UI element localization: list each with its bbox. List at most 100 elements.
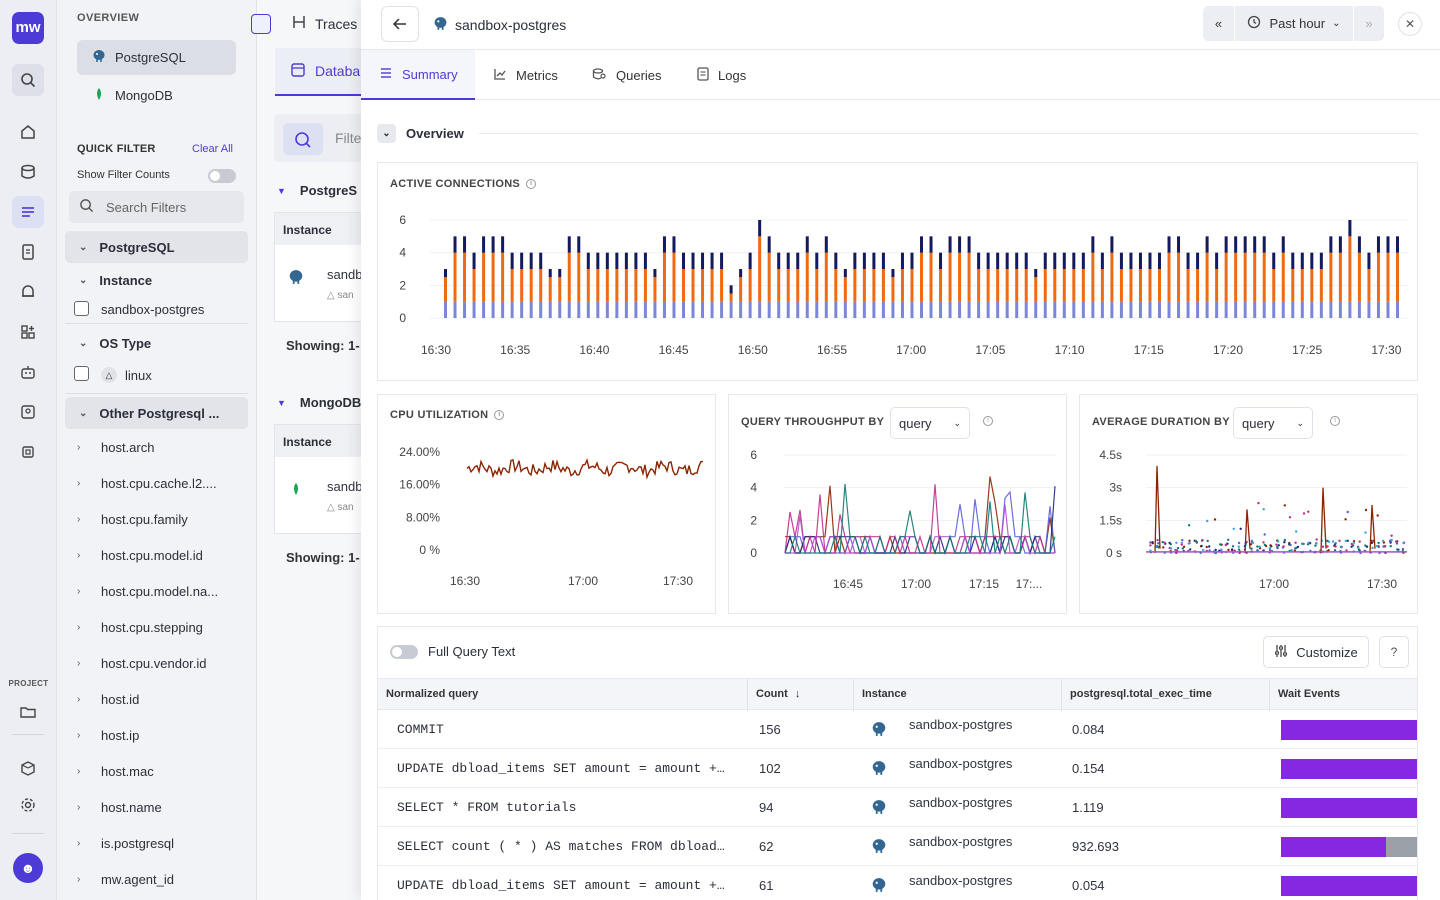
column-wait-events[interactable]: Wait Events bbox=[1278, 688, 1340, 700]
info-icon[interactable]: i bbox=[494, 410, 505, 421]
package-add-icon[interactable] bbox=[12, 753, 44, 785]
customize-button[interactable]: Customize bbox=[1263, 636, 1369, 668]
postgres-section-toggle[interactable]: ▼ PostgreS bbox=[277, 183, 357, 198]
search-icon[interactable] bbox=[12, 64, 44, 96]
os-checkbox[interactable] bbox=[74, 366, 89, 381]
attr-item[interactable]: › is.postgresql bbox=[77, 836, 174, 851]
info-icon[interactable]: i bbox=[983, 416, 993, 426]
attr-item[interactable]: › host.name bbox=[77, 800, 162, 815]
table-row[interactable]: COMMIT 156 sandbox-postgres 0.084 bbox=[378, 710, 1417, 749]
user-avatar[interactable]: ☻ bbox=[13, 853, 43, 883]
attr-item[interactable]: › host.ip bbox=[77, 728, 139, 743]
home-icon[interactable] bbox=[12, 116, 44, 148]
attr-item[interactable]: › mw.agent_id bbox=[77, 872, 174, 887]
synthetic-icon[interactable] bbox=[12, 396, 44, 428]
alert-icon[interactable] bbox=[12, 276, 44, 308]
tab-queries[interactable]: Queries bbox=[592, 50, 662, 100]
robot-icon[interactable] bbox=[12, 356, 44, 388]
mongodb-section-toggle[interactable]: ▼ MongoDB bbox=[277, 395, 361, 410]
attr-item[interactable]: › host.cpu.cache.l2.... bbox=[77, 476, 217, 491]
filter-input[interactable]: Filte bbox=[335, 130, 362, 146]
chip-icon[interactable] bbox=[12, 436, 44, 468]
clear-all-link[interactable]: Clear All bbox=[192, 143, 233, 155]
query-builder-icon[interactable] bbox=[283, 123, 323, 155]
table-row[interactable]: SELECT * FROM tutorials 94 sandbox-postgre… bbox=[378, 788, 1417, 827]
attr-item[interactable]: › host.id bbox=[77, 692, 139, 707]
tab-logs[interactable]: Logs bbox=[697, 50, 746, 100]
lists-icon[interactable] bbox=[12, 196, 44, 228]
show-filter-counts-toggle[interactable] bbox=[208, 169, 236, 183]
attr-item[interactable]: › host.cpu.family bbox=[77, 512, 188, 527]
group-instance[interactable]: ⌄ Instance bbox=[65, 264, 248, 296]
attr-item[interactable]: › host.cpu.model.id bbox=[77, 548, 203, 563]
query-throughput-chart[interactable]: 6 4 2 0 16:45 17:00 17:15 17:... bbox=[729, 395, 1068, 615]
service-mongodb[interactable]: MongoDB bbox=[77, 78, 236, 113]
time-range-select[interactable]: Past hour ⌄ bbox=[1235, 6, 1353, 41]
bar-segment-base bbox=[920, 301, 923, 318]
instance-name[interactable]: sandb bbox=[327, 479, 363, 494]
column-instance[interactable]: Instance bbox=[862, 688, 907, 700]
databases-tab[interactable]: Databa bbox=[275, 48, 377, 96]
divider bbox=[65, 323, 248, 324]
duration-point bbox=[1283, 541, 1286, 544]
info-icon[interactable]: i bbox=[526, 179, 537, 190]
column-normalized-query[interactable]: Normalized query bbox=[386, 688, 479, 700]
folder-icon[interactable] bbox=[12, 696, 44, 728]
app-logo[interactable]: mw bbox=[12, 12, 44, 44]
search-filters-input[interactable]: Search Filters bbox=[69, 191, 244, 223]
table-row[interactable]: UPDATE dbload_items SET amount = amount … bbox=[378, 749, 1417, 788]
bar-segment-mid bbox=[539, 269, 543, 302]
bar-segment-base bbox=[862, 301, 866, 318]
attr-item[interactable]: › host.cpu.stepping bbox=[77, 620, 203, 635]
chevron-right-icon: › bbox=[77, 802, 81, 813]
help-icon[interactable]: ? bbox=[1379, 636, 1409, 668]
tab-summary[interactable]: Summary bbox=[361, 50, 475, 100]
attr-item[interactable]: › host.cpu.vendor.id bbox=[77, 656, 207, 671]
instance-os-label: san bbox=[337, 502, 354, 513]
active-connections-chart[interactable]: 6 4 2 0 16:30 16:35 16:40 16:45 16:50 16:55 17:00 1… bbox=[378, 163, 1419, 382]
service-postgresql[interactable]: PostgreSQL bbox=[77, 40, 236, 75]
table-row[interactable]: SELECT count ( * ) AS matches FROM dbloa… bbox=[378, 827, 1417, 866]
bar-segment-mid bbox=[1100, 269, 1104, 302]
instance-name[interactable]: sandbox-postgres bbox=[909, 795, 1013, 810]
instance-name[interactable]: sandbox-postgres bbox=[909, 834, 1013, 849]
column-count[interactable]: Count ↓ bbox=[756, 688, 800, 700]
database-icon[interactable] bbox=[12, 156, 44, 188]
cpu-utilization-card: CPU UTILIZATION i 24.00% 16.00% 8.00% 0 % 16:… bbox=[377, 394, 716, 614]
average-duration-chart[interactable]: 4.5s 3s 1.5s 0 s 17:00 17:30 bbox=[1080, 395, 1419, 615]
instance-name[interactable]: sandbox-postgres bbox=[909, 873, 1013, 888]
attr-item[interactable]: › host.cpu.model.na... bbox=[77, 584, 218, 599]
table-row[interactable]: UPDATE dbload_items SET amount = amount … bbox=[378, 866, 1417, 900]
throughput-group-select[interactable]: query ⌄ bbox=[890, 407, 970, 439]
dashboard-add-icon[interactable] bbox=[12, 316, 44, 348]
back-button[interactable] bbox=[381, 6, 419, 42]
collapse-sidebar-icon[interactable] bbox=[251, 14, 271, 34]
bar-segment-top bbox=[1110, 236, 1114, 253]
group-postgresql[interactable]: ⌄ PostgreSQL bbox=[65, 231, 248, 263]
instance-name[interactable]: sandbox-postgres bbox=[909, 756, 1013, 771]
instance-checkbox[interactable] bbox=[74, 301, 89, 316]
traces-breadcrumb[interactable]: Traces bbox=[291, 14, 357, 33]
x-tick-label: 17:15 bbox=[1134, 343, 1164, 357]
group-os-type[interactable]: ⌄ OS Type bbox=[65, 327, 248, 359]
attr-item[interactable]: › host.mac bbox=[77, 764, 154, 779]
full-query-text-toggle[interactable] bbox=[390, 644, 418, 659]
duration-group-select[interactable]: query ⌄ bbox=[1233, 407, 1313, 439]
tab-metrics[interactable]: Metrics bbox=[493, 50, 558, 100]
group-other-postgresql[interactable]: ⌄ Other Postgresql ... bbox=[65, 397, 248, 429]
instance-name[interactable]: sandb bbox=[327, 267, 363, 282]
cpu-utilization-chart[interactable]: 24.00% 16.00% 8.00% 0 % 16:30 17:00 17:30 bbox=[378, 395, 717, 615]
attr-item[interactable]: › host.arch bbox=[77, 440, 154, 455]
column-total-exec-time[interactable]: postgresql.total_exec_time bbox=[1070, 688, 1212, 700]
instance-name[interactable]: sandbox-postgres bbox=[909, 717, 1013, 732]
bar-segment-top bbox=[996, 252, 1000, 269]
x-tick-label: 16:40 bbox=[579, 343, 609, 357]
settings-gear-icon[interactable] bbox=[12, 789, 44, 821]
time-prev-button[interactable]: « bbox=[1214, 16, 1223, 31]
close-icon[interactable]: ✕ bbox=[1398, 12, 1422, 36]
duration-point bbox=[1376, 514, 1379, 517]
document-icon[interactable] bbox=[12, 236, 44, 268]
overview-section-toggle[interactable]: ⌄ Overview bbox=[377, 124, 464, 143]
time-next-button[interactable]: » bbox=[1365, 16, 1373, 31]
info-icon[interactable]: i bbox=[1330, 416, 1340, 426]
